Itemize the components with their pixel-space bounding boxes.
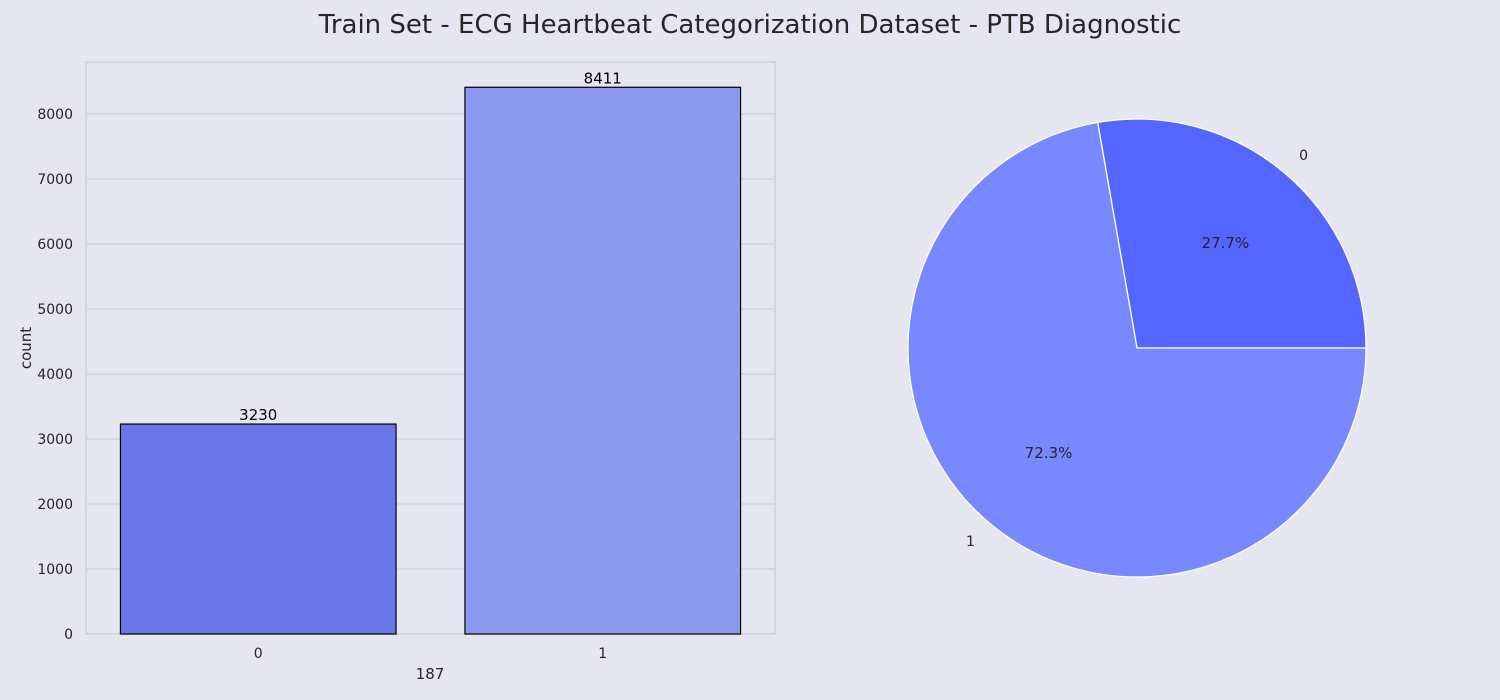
bar-y-tick-label: 7000 <box>37 172 73 188</box>
bar-y-tick-label: 2000 <box>37 497 73 513</box>
pie-slices <box>907 118 1367 578</box>
bar-data-labels: 3230 8411 <box>239 69 622 424</box>
pie-slice-label: 1 <box>966 534 975 550</box>
pie-slice-0 <box>1096 118 1367 349</box>
pie-percent-label: 72.3% <box>1025 444 1073 462</box>
bar-x-tick-label: 1 <box>598 646 607 662</box>
pie-chart: 0 27.7% 1 72.3% <box>907 118 1367 578</box>
bar-y-tick-label: 8000 <box>37 107 73 123</box>
bar-y-tick-label: 5000 <box>37 302 73 318</box>
pie-slice-label: 0 <box>1299 148 1308 164</box>
bar-1 <box>464 86 742 635</box>
bar-y-tick-label: 1000 <box>37 562 73 578</box>
bar-0 <box>119 423 397 635</box>
pie-labels: 0 27.7% 1 72.3% <box>966 148 1308 550</box>
bar-data-label: 8411 <box>584 69 622 87</box>
bar-y-tick-label: 0 <box>64 627 73 643</box>
bar-x-tick-label: 0 <box>254 646 263 662</box>
figure-title: Train Set - ECG Heartbeat Categorization… <box>318 10 1181 40</box>
pie-percent-label: 27.7% <box>1202 234 1250 252</box>
bar-y-tick-label: 3000 <box>37 432 73 448</box>
pie-slice-1 <box>907 121 1367 578</box>
bar-data-label: 3230 <box>239 406 277 424</box>
bar-y-tick-label: 4000 <box>37 367 73 383</box>
bar-series <box>119 86 742 635</box>
bar-y-axis-label: count <box>17 327 35 369</box>
bar-y-tick-label: 6000 <box>37 237 73 253</box>
bar-x-axis-label: 187 <box>416 665 445 683</box>
bar-y-ticks: 0 1000 2000 3000 4000 5000 6000 7000 8000 <box>37 107 73 643</box>
